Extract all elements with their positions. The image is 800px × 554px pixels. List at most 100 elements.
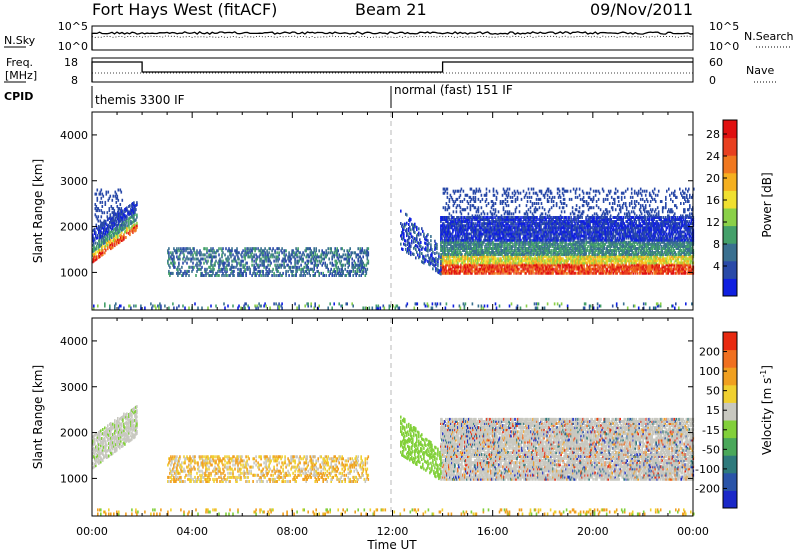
data-cell — [257, 247, 259, 251]
data-cell — [456, 247, 458, 250]
data-cell — [314, 271, 316, 275]
data-cell — [441, 255, 443, 259]
data-cell — [111, 217, 113, 221]
data-cell — [320, 259, 322, 263]
data-cell — [461, 218, 463, 222]
data-cell — [101, 211, 104, 215]
data-cell — [214, 251, 216, 255]
data-cell — [236, 251, 238, 255]
data-cell — [470, 236, 472, 240]
data-cell — [454, 247, 456, 250]
data-cell — [204, 257, 206, 261]
data-cell — [341, 263, 343, 267]
data-cell — [449, 222, 451, 226]
data-cell — [468, 267, 470, 271]
data-cell — [183, 255, 185, 259]
data-cell — [458, 253, 460, 257]
data-cell — [450, 220, 452, 224]
data-cell — [448, 261, 450, 265]
data-cell — [454, 261, 456, 265]
data-cell — [470, 267, 472, 271]
data-cell — [487, 267, 489, 271]
data-cell — [228, 261, 230, 265]
data-cell — [103, 231, 105, 235]
data-cell — [308, 255, 310, 259]
data-cell — [466, 247, 468, 250]
data-cell — [458, 236, 460, 240]
data-cell — [220, 247, 222, 251]
data-cell — [493, 253, 495, 257]
data-cell — [462, 267, 464, 271]
data-cell — [450, 234, 452, 238]
data-cell — [485, 251, 487, 255]
data-cell — [585, 216, 587, 219]
data-cell — [477, 249, 479, 252]
data-cell — [94, 213, 97, 217]
data-cell — [96, 198, 99, 202]
data-cell — [449, 234, 451, 238]
data-cell — [313, 263, 315, 267]
data-cell — [466, 240, 468, 244]
data-cell — [342, 263, 344, 267]
data-cell — [213, 267, 215, 271]
data-cell — [347, 259, 349, 263]
data-cell — [487, 269, 489, 273]
data-cell — [297, 247, 299, 251]
data-cell — [447, 220, 449, 224]
data-cell — [450, 238, 452, 242]
data-cell — [132, 226, 134, 230]
data-cell — [214, 261, 216, 265]
data-cell — [114, 237, 116, 241]
data-cell — [99, 219, 102, 223]
data-cell — [99, 228, 101, 232]
data-cell — [118, 207, 121, 211]
data-cell — [127, 224, 129, 228]
data-cell — [98, 253, 100, 257]
data-cell — [478, 244, 480, 248]
data-cell — [283, 249, 285, 253]
data-cell — [93, 241, 95, 244]
data-cell — [272, 267, 274, 271]
data-cell — [465, 267, 467, 271]
data-cell — [120, 215, 122, 218]
data-cell — [172, 271, 174, 275]
data-cell — [107, 243, 109, 247]
data-cell — [440, 236, 442, 240]
data-cell — [342, 253, 344, 257]
data-cell — [441, 267, 443, 271]
data-cell — [536, 216, 538, 219]
data-cell — [313, 255, 315, 259]
data-cell — [259, 249, 261, 253]
data-cell — [239, 269, 241, 273]
data-cell — [173, 247, 175, 251]
data-cell — [443, 269, 445, 273]
data-cell — [202, 274, 204, 277]
data-cell — [454, 218, 456, 222]
data-cell — [479, 234, 481, 238]
data-cell — [454, 249, 456, 252]
data-cell — [120, 217, 122, 220]
data-cell — [98, 227, 100, 230]
data-cell — [191, 251, 193, 255]
data-cell — [358, 274, 360, 277]
data-cell — [281, 251, 283, 255]
data-cell — [478, 230, 480, 234]
data-cell — [483, 226, 485, 230]
data-cell — [116, 226, 118, 230]
data-cell — [126, 231, 128, 235]
data-cell — [489, 271, 491, 275]
data-cell — [104, 200, 107, 204]
data-cell — [449, 259, 451, 263]
data-cell — [118, 241, 120, 245]
data-cell — [325, 265, 327, 269]
data-cell — [355, 253, 357, 257]
data-cell — [206, 247, 208, 251]
data-cell — [280, 249, 282, 253]
data-cell — [261, 251, 263, 255]
data-cell — [329, 247, 331, 251]
data-cell — [303, 265, 305, 269]
data-cell — [354, 263, 356, 267]
data-cell — [210, 249, 212, 253]
data-cell — [450, 269, 452, 273]
data-cell — [177, 265, 179, 269]
